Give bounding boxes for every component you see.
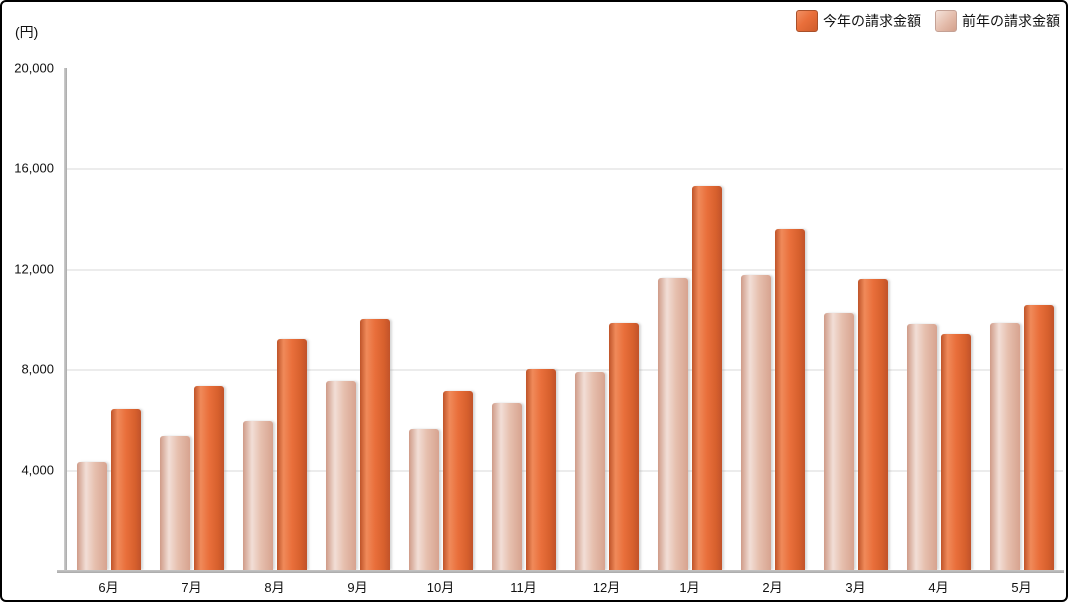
bar-this-year-1月[interactable] xyxy=(691,185,722,570)
bar-prev-year-9月[interactable] xyxy=(325,380,356,570)
bar-group-11月 xyxy=(482,68,565,570)
gridline xyxy=(67,369,1063,372)
x-tick-label-5月: 5月 xyxy=(1011,580,1032,595)
x-tick-label-6月: 6月 xyxy=(98,580,119,595)
y-tick-label: 16,000 xyxy=(14,160,54,176)
x-tick-label-9月: 9月 xyxy=(347,580,368,595)
x-tick-label-8月: 8月 xyxy=(264,580,285,595)
x-tick-label-1月: 1月 xyxy=(679,580,700,595)
bar-this-year-7月[interactable] xyxy=(193,385,224,570)
y-axis-unit-label: (円) xyxy=(15,24,39,40)
bar-this-year-6月[interactable] xyxy=(110,409,141,570)
legend-label-this-year: 今年の請求金額 xyxy=(823,13,921,29)
x-tick-label-11月: 11月 xyxy=(510,580,537,595)
legend-label-prev-year: 前年の請求金額 xyxy=(962,13,1060,29)
bar-this-year-11月[interactable] xyxy=(525,369,556,570)
bar-this-year-2月[interactable] xyxy=(774,228,805,570)
plot-area xyxy=(67,68,1063,570)
x-tick-label-4月: 4月 xyxy=(928,580,949,595)
bars-row xyxy=(67,68,1063,570)
bar-prev-year-5月[interactable] xyxy=(989,322,1020,570)
bar-group-7月 xyxy=(150,68,233,570)
y-tick-label: 4,000 xyxy=(21,462,54,478)
gridline xyxy=(67,268,1063,271)
x-tick-label-2月: 2月 xyxy=(762,580,783,595)
bar-prev-year-12月[interactable] xyxy=(574,371,605,570)
bar-this-year-3月[interactable] xyxy=(857,278,888,570)
gridline xyxy=(67,469,1063,472)
legend: 今年の請求金額 前年の請求金額 xyxy=(796,10,1060,32)
bar-group-10月 xyxy=(399,68,482,570)
y-tick-label: 20,000 xyxy=(14,60,54,76)
bar-group-6月 xyxy=(67,68,150,570)
bar-group-5月 xyxy=(980,68,1063,570)
bar-group-8月 xyxy=(233,68,316,570)
this-year-swatch-icon xyxy=(796,10,818,32)
bar-prev-year-2月[interactable] xyxy=(740,275,771,570)
y-axis-tick-labels: 20,000 16,000 12,000 8,000 4,000 xyxy=(2,61,60,570)
bar-this-year-10月[interactable] xyxy=(442,390,473,570)
bar-prev-year-4月[interactable] xyxy=(906,324,937,570)
y-tick-label: 8,000 xyxy=(21,361,54,377)
bar-group-12月 xyxy=(565,68,648,570)
bar-group-4月 xyxy=(897,68,980,570)
bar-group-2月 xyxy=(731,68,814,570)
x-tick-label-7月: 7月 xyxy=(181,580,202,595)
bar-prev-year-11月[interactable] xyxy=(491,403,522,570)
bar-group-9月 xyxy=(316,68,399,570)
bar-prev-year-6月[interactable] xyxy=(76,462,107,570)
x-axis-tick-labels: 6月 7月 8月 9月 10月 11月 12月 1月 2月 3月 4月 5月 xyxy=(67,577,1063,596)
bar-this-year-12月[interactable] xyxy=(608,322,639,570)
bar-this-year-8月[interactable] xyxy=(276,339,307,570)
y-tick-label: 12,000 xyxy=(14,261,54,277)
bar-prev-year-8月[interactable] xyxy=(242,420,273,570)
legend-item-this-year[interactable]: 今年の請求金額 xyxy=(796,10,921,32)
bar-prev-year-7月[interactable] xyxy=(159,435,190,570)
bar-prev-year-10月[interactable] xyxy=(408,429,439,570)
bar-group-3月 xyxy=(814,68,897,570)
legend-item-prev-year[interactable]: 前年の請求金額 xyxy=(935,10,1060,32)
bar-this-year-4月[interactable] xyxy=(940,334,971,570)
x-tick-label-10月: 10月 xyxy=(426,580,455,595)
x-tick-label-3月: 3月 xyxy=(845,580,866,595)
x-tick-label-12月: 12月 xyxy=(592,580,621,595)
bar-prev-year-1月[interactable] xyxy=(657,277,688,570)
gridline xyxy=(67,168,1063,171)
x-axis-line xyxy=(57,570,1064,573)
bar-this-year-5月[interactable] xyxy=(1023,305,1054,570)
y-axis-line xyxy=(64,68,67,572)
bar-this-year-9月[interactable] xyxy=(359,319,390,570)
bar-group-1月 xyxy=(648,68,731,570)
prev-year-swatch-icon xyxy=(935,10,957,32)
bar-prev-year-3月[interactable] xyxy=(823,312,854,570)
